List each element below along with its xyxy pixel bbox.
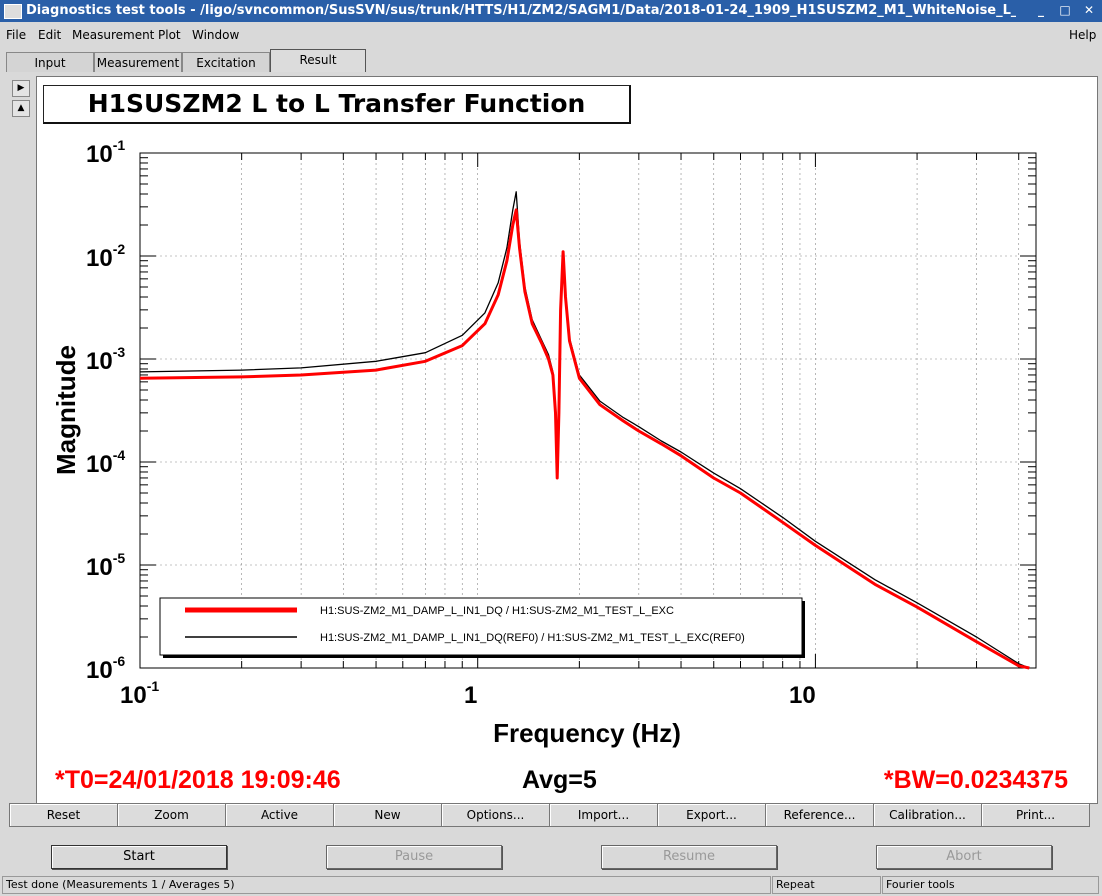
start-button[interactable]: Start bbox=[51, 845, 227, 869]
reset-button[interactable]: Reset bbox=[9, 803, 118, 827]
pause-button[interactable]: Pause bbox=[326, 845, 502, 869]
minimize-icon[interactable]: _ bbox=[1038, 3, 1044, 17]
app-icon[interactable] bbox=[4, 4, 22, 19]
calibration-button[interactable]: Calibration... bbox=[873, 803, 982, 827]
chart-series bbox=[139, 191, 1030, 670]
y-tick-label-2: 10-3 bbox=[86, 344, 125, 375]
x-axis-label: Frequency (Hz) bbox=[493, 718, 681, 748]
chart-ticks bbox=[139, 152, 1036, 669]
menu-help[interactable]: Help bbox=[1069, 28, 1097, 42]
menu-edit[interactable]: Edit bbox=[38, 28, 62, 42]
import-button[interactable]: Import... bbox=[549, 803, 658, 827]
legend-entry-0: H1:SUS-ZM2_M1_DAMP_L_IN1_DQ / H1:SUS-ZM2… bbox=[320, 605, 674, 617]
tab-result[interactable]: Result bbox=[270, 49, 366, 72]
y-tick-label-3: 10-4 bbox=[86, 447, 125, 478]
legend-entry-1: H1:SUS-ZM2_M1_DAMP_L_IN1_DQ(REF0) / H1:S… bbox=[320, 632, 745, 644]
close-icon[interactable]: ✕ bbox=[1083, 3, 1095, 17]
avg-readout: Avg=5 bbox=[522, 766, 597, 794]
new-button[interactable]: New bbox=[333, 803, 442, 827]
t0-readout: *T0=24/01/2018 19:09:46 bbox=[55, 766, 341, 794]
menu-window[interactable]: Window bbox=[192, 28, 240, 42]
pad-next-icon[interactable]: ▶ bbox=[12, 80, 30, 97]
chart-grid bbox=[139, 152, 1036, 669]
abort-button[interactable]: Abort bbox=[876, 845, 1052, 869]
print-button[interactable]: Print... bbox=[981, 803, 1090, 827]
y-tick-label-5: 10-6 bbox=[86, 653, 125, 684]
plot-title: H1SUSZM2 L to L Transfer Function bbox=[43, 85, 631, 124]
menu-plot[interactable]: Plot bbox=[158, 28, 181, 42]
x-tick-label-0: 10-1 bbox=[120, 678, 159, 709]
status-mode: Repeat bbox=[772, 876, 881, 894]
plot-axes-frame bbox=[139, 152, 1037, 669]
plot-pad[interactable] bbox=[36, 76, 1098, 804]
pad-prev-icon[interactable]: ▲ bbox=[12, 100, 30, 117]
resume-button[interactable]: Resume bbox=[601, 845, 777, 869]
tab-measurement[interactable]: Measurement bbox=[94, 52, 182, 72]
title-bar: Diagnostics test tools - /ligo/svncommon… bbox=[0, 0, 1102, 22]
tab-input[interactable]: Input bbox=[6, 52, 94, 72]
series-line-0 bbox=[139, 208, 1030, 670]
reference-button[interactable]: Reference... bbox=[765, 803, 874, 827]
menu-file[interactable]: File bbox=[6, 28, 27, 42]
x-tick-label-1: 1 bbox=[464, 682, 477, 709]
export-button[interactable]: Export... bbox=[657, 803, 766, 827]
window-title: Diagnostics test tools - /ligo/svncommon… bbox=[26, 3, 1016, 18]
y-axis-label: Magnitude bbox=[51, 345, 81, 475]
status-message: Test done (Measurements 1 / Averages 5) bbox=[2, 876, 771, 894]
y-tick-label-4: 10-5 bbox=[86, 550, 125, 581]
y-tick-label-1: 10-2 bbox=[86, 241, 125, 272]
y-tick-label-0: 10-1 bbox=[86, 137, 125, 168]
bw-readout: *BW=0.0234375 bbox=[884, 766, 1068, 794]
tab-excitation[interactable]: Excitation bbox=[182, 52, 270, 72]
chart-legend: H1:SUS-ZM2_M1_DAMP_L_IN1_DQ / H1:SUS-ZM2… bbox=[159, 597, 805, 658]
options-button[interactable]: Options... bbox=[441, 803, 550, 827]
menu-bar: File Edit Measurement Plot Window Help bbox=[0, 24, 1102, 46]
maximize-icon[interactable]: □ bbox=[1059, 3, 1071, 17]
menu-measurement[interactable]: Measurement bbox=[72, 28, 155, 42]
zoom-button[interactable]: Zoom bbox=[117, 803, 226, 827]
status-tool: Fourier tools bbox=[882, 876, 1099, 894]
active-button[interactable]: Active bbox=[225, 803, 334, 827]
x-tick-label-2: 10 bbox=[789, 682, 816, 709]
